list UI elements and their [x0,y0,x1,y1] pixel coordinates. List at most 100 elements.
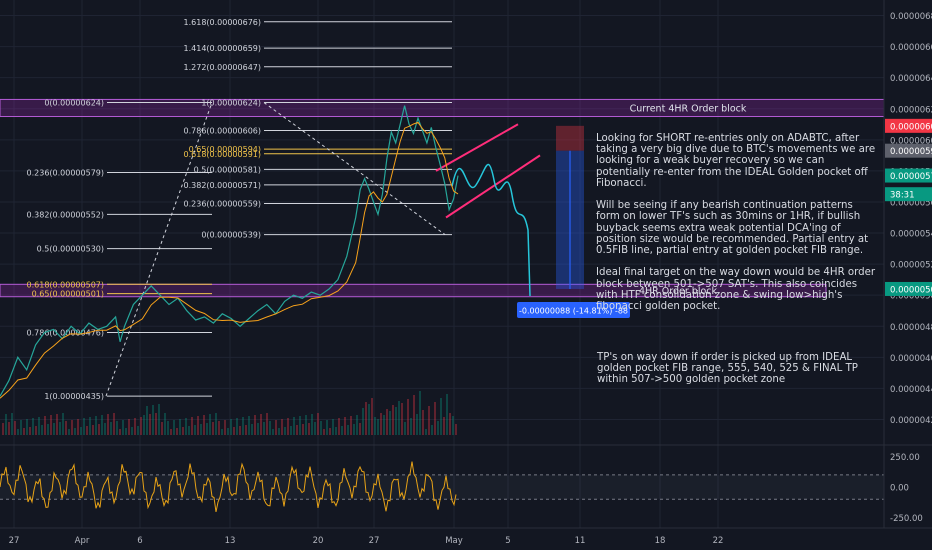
x-tick-label: 6 [137,536,142,546]
volume-bar [143,415,145,435]
volume-bar [86,426,88,435]
volume-bar [401,403,403,435]
volume-bar [146,406,148,435]
volume-bar [275,420,277,435]
volume-bar [197,416,199,435]
price-tag-box [885,168,932,183]
volume-bar [350,416,352,435]
fib-left-label: 0(0.00000624) [44,99,104,108]
fib-right-label: 0.65(0.00000594) [189,145,261,154]
volume-bar [68,429,70,435]
volume-bar [59,422,61,435]
oscillator-pane: 250.00 0.00 -250.00 [0,453,923,524]
y-tick-label: 0.00000680 [890,12,932,22]
volume-bar [320,421,322,435]
price-tag-label: 0.00000609 [890,122,932,132]
volume-bar [137,426,139,435]
volume-bar [158,404,160,435]
volume-bar [107,414,109,435]
price-tag-box [885,118,932,133]
fib-right-label: 0.786(0.00000606) [184,127,262,136]
y-tick-label: 0.00000480 [890,323,932,333]
volume-bar [257,423,259,435]
volume-bar [416,414,418,435]
volume-bar [305,415,307,435]
volume-bar [347,425,349,435]
volume-bar [323,429,325,435]
volume-bar [5,414,7,435]
volume-bar [23,428,25,435]
volume-bar [332,419,334,435]
volume-bar [83,418,85,435]
volume-bar [263,422,265,435]
volume-bar [119,429,121,435]
volume-bar [20,420,22,435]
volume-bar [74,428,76,435]
price-tag-box [885,143,932,158]
fib-right-label: 1.618(0.00000676) [184,18,262,27]
y-tick-label: 0.00000460 [890,354,932,364]
volume-bar [209,414,211,435]
volume-bar [437,421,439,435]
x-tick-label: 13 [225,536,236,546]
volume-bar [368,404,370,435]
volume-bar [200,424,202,435]
fib-left-label: 0.5(0.00000530) [37,245,104,254]
volume-bar [32,418,34,435]
volume-bar [215,413,217,435]
fib-left-label: 1(0.00000435) [44,392,104,401]
volume-bar [428,406,430,435]
volume-bar [251,424,253,435]
x-tick-label: Apr [75,536,90,546]
volume-bar [395,407,397,435]
fib-right-label: 0.382(0.00000571) [184,181,262,190]
volume-bar [140,417,142,435]
y-tick-label: 0.00000620 [890,105,932,115]
volume-bar [65,421,67,435]
projected-path [451,163,531,297]
volume-bar [356,415,358,435]
volume-bar [80,427,82,435]
volume-bar [254,415,256,435]
y-tick-label: 0.00000540 [890,230,932,240]
volume-bars [2,391,457,435]
volume-bar [266,413,268,435]
y-tick-label: 0.00000560 [890,198,932,208]
volume-bar [353,424,355,435]
measure-label-text: -0.00000088 (-14.81%) -88 [519,307,628,316]
volume-bar [371,398,373,435]
volume-bar [290,426,292,435]
volume-bar [35,426,37,435]
fib-right-label: 0.5(0.00000581) [194,165,261,174]
volume-bar [299,416,301,435]
volume-bar [242,417,244,435]
fib-left-label: 0.618(0.00000507) [27,280,105,289]
osc-tick-label: 250.00 [890,453,920,463]
volume-bar [359,423,361,435]
volume-bar [194,425,196,435]
moving-average-line [0,121,459,399]
volume-bar [341,426,343,435]
drawings: -0.00000088 (-14.81%) -88 [105,102,630,397]
volume-bar [191,417,193,435]
volume-bar [446,394,448,435]
volume-bar [383,415,385,435]
volume-bar [14,421,16,435]
volume-bar [110,422,112,435]
osc-tick-label: -250.00 [890,514,923,524]
volume-bar [125,428,127,435]
volume-bar [344,417,346,435]
zone-label: Current 4HR Order block [630,103,747,114]
fib-right-label: 1(0.00000624) [201,99,261,108]
x-tick-label: 27 [369,536,380,546]
y-tick-label: 0.00000440 [890,385,932,395]
volume-bar [329,428,331,435]
x-tick-label: 18 [655,536,666,546]
price-tag-box [885,187,932,202]
volume-bar [173,420,175,435]
price-tag-label: 38:31 [890,191,915,201]
x-tick-label: 27 [9,536,20,546]
position-stop-box [556,125,584,151]
volume-bar [386,409,388,435]
